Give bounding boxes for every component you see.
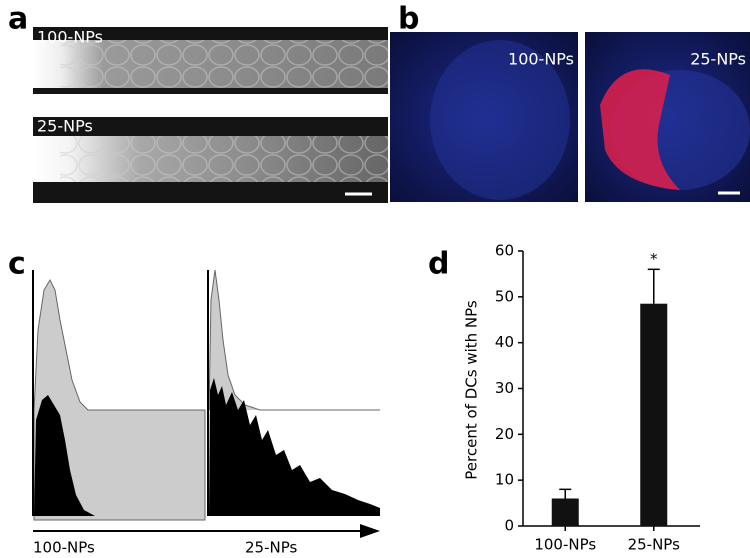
bar <box>640 303 668 526</box>
bar <box>551 498 579 526</box>
histogram <box>208 269 380 411</box>
panel-label: d <box>428 247 449 282</box>
panel-label: a <box>8 2 28 37</box>
histogram <box>209 378 380 516</box>
y-tick-label: 30 <box>495 379 514 397</box>
image-label: 25-NPs <box>690 50 746 69</box>
image-label: 25-NPs <box>37 117 93 136</box>
x-tick-label: 100-NPs <box>534 536 596 554</box>
y-tick-label: 10 <box>495 471 514 489</box>
panel-label: c <box>8 247 26 282</box>
y-tick-label: 20 <box>495 425 514 443</box>
y-axis-title: Percent of DCs with NPs <box>463 300 481 480</box>
fiber-mesh <box>60 136 388 182</box>
y-tick-label: 60 <box>495 242 514 260</box>
image-label: 100-NPs <box>37 28 103 47</box>
y-tick-label: 50 <box>495 287 514 305</box>
fiber-mesh <box>60 40 388 88</box>
x-label: 25-NPs <box>245 539 298 557</box>
x-label: 100-NPs <box>33 539 95 557</box>
histogram <box>34 395 95 516</box>
image-label: 100-NPs <box>508 50 574 69</box>
y-tick-label: 40 <box>495 333 514 351</box>
annotation: * <box>650 250 658 268</box>
arrow-head <box>360 524 380 538</box>
tissue <box>430 40 570 200</box>
y-tick-label: 0 <box>504 517 514 535</box>
histogram <box>33 278 206 521</box>
x-tick-label: 25-NPs <box>628 536 681 554</box>
nanoparticle-signal <box>600 69 680 190</box>
panel-label: b <box>398 2 419 37</box>
